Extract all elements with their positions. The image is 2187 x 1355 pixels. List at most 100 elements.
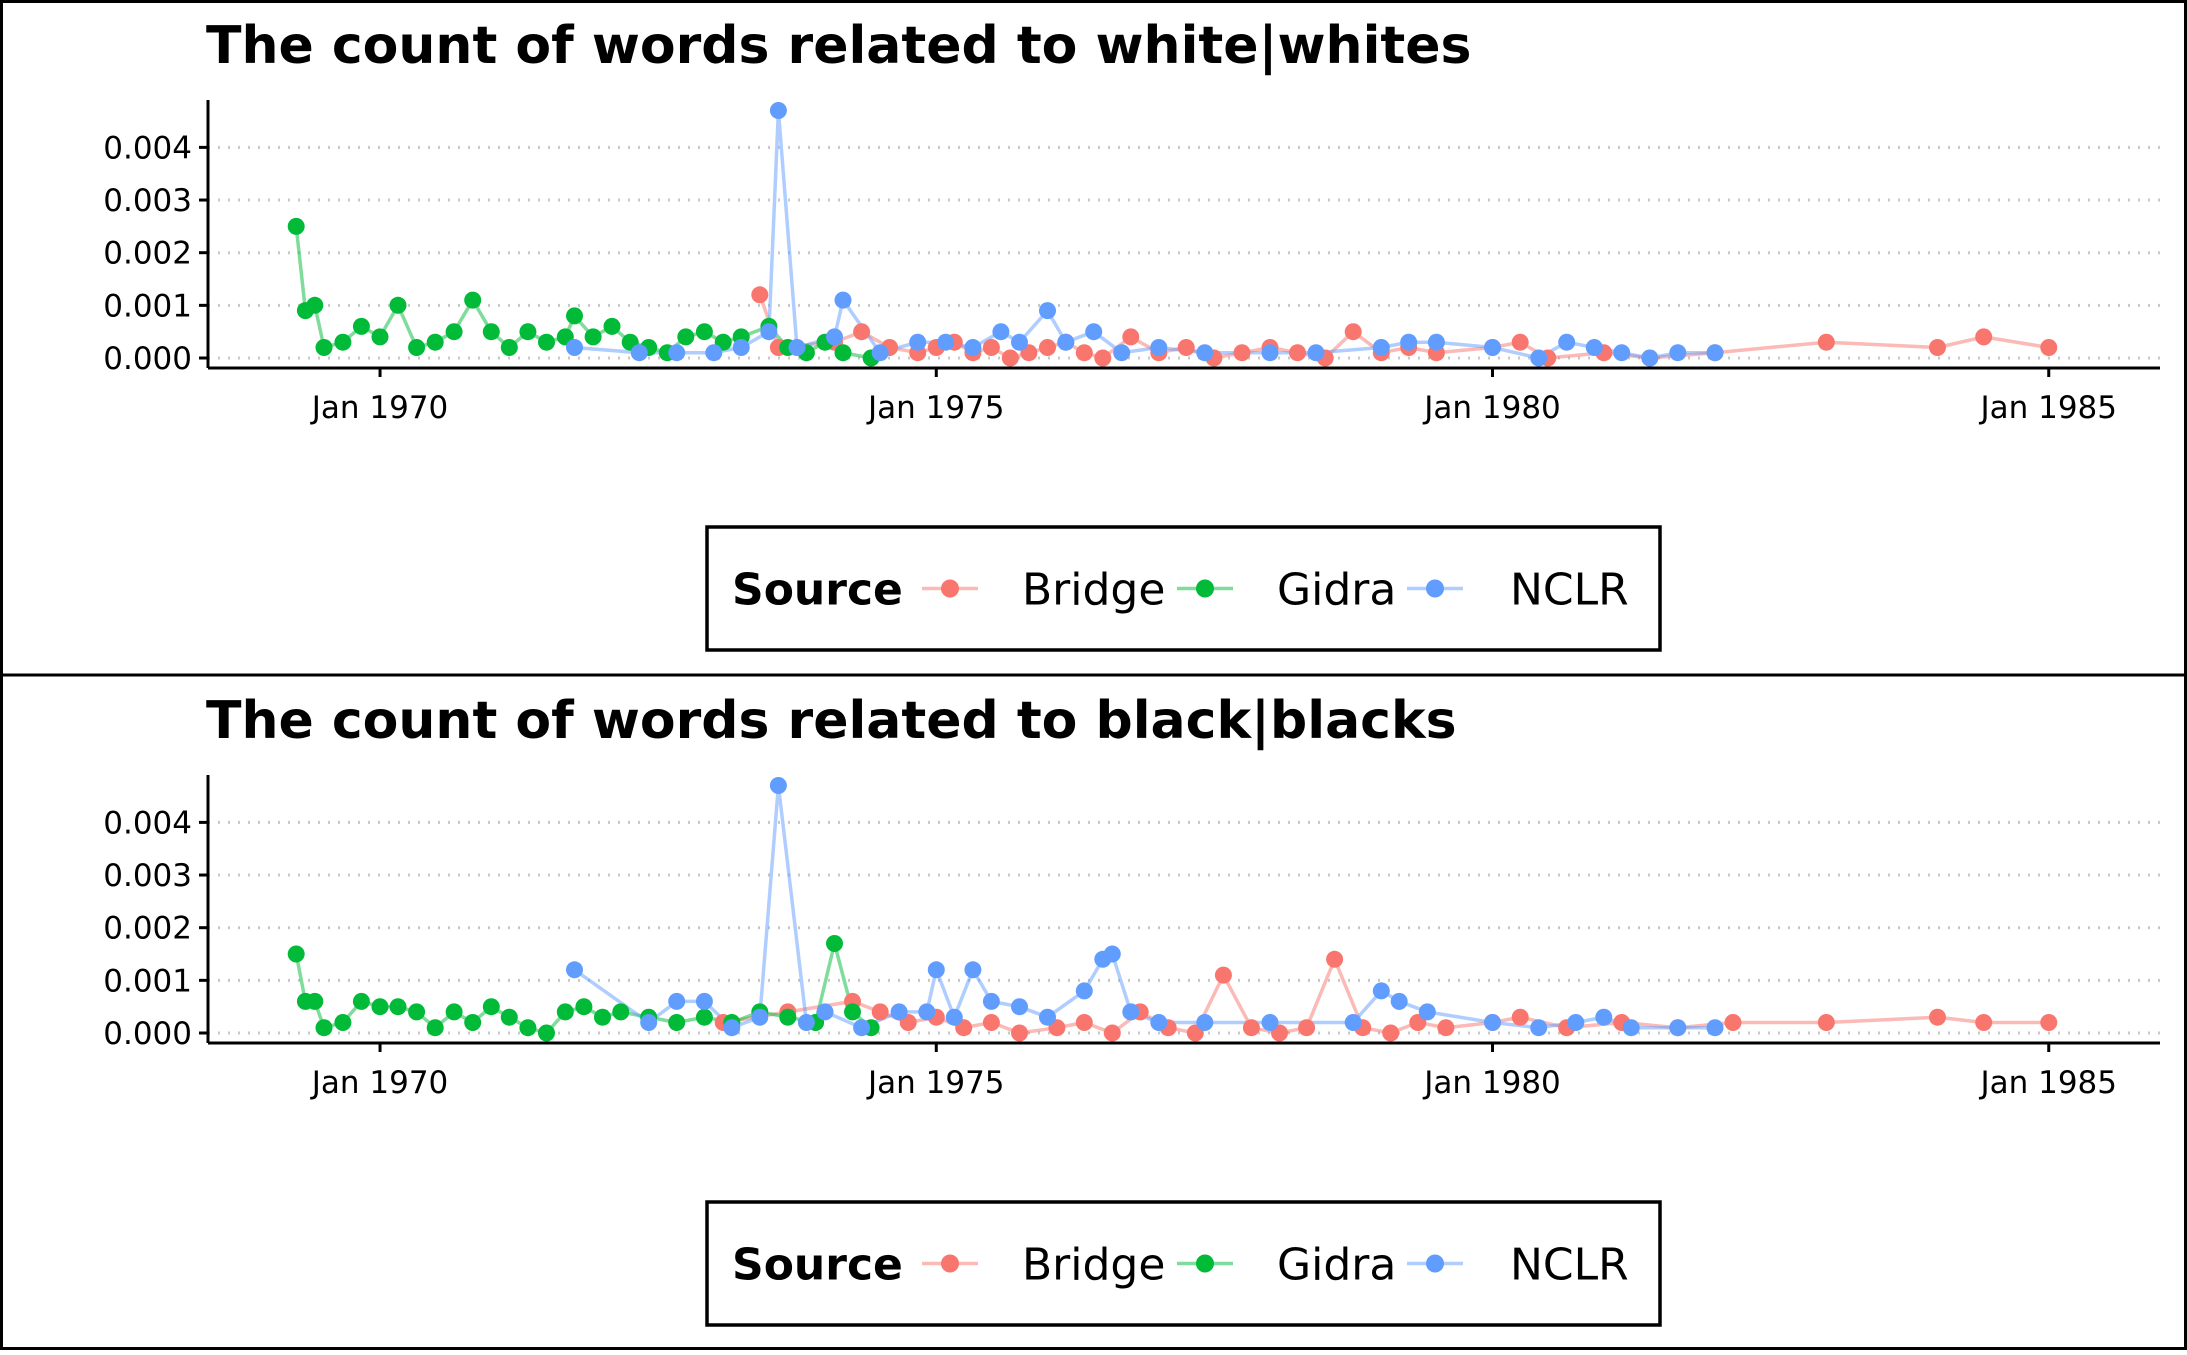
- data-point-gidra: [612, 1003, 630, 1021]
- data-point-bridge: [1326, 950, 1344, 968]
- data-point-nclr: [760, 323, 778, 341]
- data-point-gidra: [371, 328, 389, 346]
- x-tick-label: Jan 1970: [310, 390, 449, 426]
- data-point-nclr: [826, 328, 843, 346]
- data-point-bridge: [1724, 1014, 1742, 1031]
- data-point-gidra: [538, 1024, 555, 1042]
- data-point-gidra: [334, 1014, 352, 1031]
- data-point-bridge: [1177, 339, 1195, 356]
- data-point-nclr: [1669, 1019, 1687, 1037]
- y-tick-label: 0.000: [103, 341, 192, 377]
- x-tick-label: Jan 1985: [1978, 390, 2117, 426]
- data-point-gidra: [315, 339, 333, 356]
- data-point-bridge: [1001, 349, 1019, 367]
- data-point-bridge: [1929, 339, 1946, 356]
- data-point-gidra: [389, 296, 407, 314]
- data-point-gidra: [826, 935, 843, 952]
- data-point-bridge: [1298, 1019, 1316, 1037]
- legend-label-bridge: Bridge: [1022, 565, 1165, 616]
- data-point-gidra: [500, 1008, 518, 1026]
- series-line-nclr: [573, 783, 1715, 1030]
- data-point-nclr: [797, 1014, 815, 1031]
- data-point-nclr: [769, 102, 787, 119]
- data-point-gidra: [287, 945, 305, 963]
- data-point-nclr: [1530, 1019, 1548, 1037]
- legend-title: Source: [732, 1240, 903, 1291]
- legend-label-nclr: NCLR: [1510, 565, 1629, 616]
- data-point-nclr: [1372, 982, 1390, 1000]
- data-point-nclr: [1261, 344, 1279, 362]
- data-point-nclr: [871, 344, 889, 362]
- data-point-gidra: [306, 296, 324, 314]
- x-tick-label: Jan 1970: [310, 1065, 449, 1101]
- data-point-nclr: [918, 1003, 936, 1021]
- data-point-bridge: [1289, 344, 1306, 362]
- data-point-nclr: [1085, 323, 1103, 341]
- data-point-bridge: [1075, 344, 1093, 362]
- data-point-gidra: [426, 333, 444, 351]
- data-point-gidra: [464, 291, 482, 309]
- data-point-gidra: [334, 333, 352, 351]
- data-point-gidra: [538, 333, 555, 351]
- data-point-nclr: [1113, 344, 1131, 362]
- data-point-bridge: [1511, 1008, 1529, 1026]
- data-point-gidra: [500, 339, 518, 356]
- data-point-gidra: [287, 217, 305, 235]
- data-point-bridge: [1094, 349, 1112, 367]
- y-tick-label: 0.002: [103, 911, 192, 947]
- chart-panel-2: The count of words related to black|blac…: [103, 691, 2160, 1327]
- data-point-nclr: [1400, 333, 1418, 351]
- data-point-bridge: [1929, 1008, 1946, 1026]
- data-point-nclr: [566, 339, 583, 356]
- data-point-gidra: [445, 323, 463, 341]
- data-point-bridge: [1103, 1024, 1121, 1042]
- data-point-gidra: [464, 1014, 482, 1031]
- data-point-nclr: [1567, 1014, 1585, 1031]
- legend-key-point-bridge: [941, 1254, 959, 1273]
- data-point-gidra: [556, 1003, 574, 1021]
- legend-key-point-gidra: [1196, 579, 1214, 598]
- data-point-bridge: [2040, 1014, 2058, 1031]
- data-point-bridge: [1122, 328, 1140, 346]
- data-point-bridge: [1511, 333, 1529, 351]
- data-point-nclr: [751, 1008, 769, 1026]
- y-tick-label: 0.003: [103, 858, 192, 894]
- legend-key-point-nclr: [1426, 579, 1444, 598]
- data-point-nclr: [1150, 339, 1168, 356]
- data-point-nclr: [668, 344, 686, 362]
- data-point-nclr: [640, 1014, 658, 1031]
- data-point-nclr: [853, 1019, 871, 1037]
- data-point-nclr: [945, 1008, 963, 1026]
- data-point-gidra: [371, 998, 389, 1016]
- data-point-gidra: [306, 992, 324, 1010]
- data-point-nclr: [668, 992, 686, 1010]
- data-point-gidra: [695, 323, 713, 341]
- y-tick-label: 0.000: [103, 1016, 192, 1052]
- data-point-nclr: [1585, 339, 1603, 356]
- legend-key-point-nclr: [1426, 1254, 1444, 1273]
- data-point-gidra: [566, 307, 583, 325]
- data-point-nclr: [1075, 982, 1093, 1000]
- data-point-gidra: [389, 998, 407, 1016]
- y-tick-label: 0.001: [103, 288, 192, 324]
- data-point-bridge: [1011, 1024, 1028, 1042]
- data-point-gidra: [844, 1003, 861, 1021]
- data-point-bridge: [1975, 328, 1993, 346]
- data-point-nclr: [1103, 945, 1121, 963]
- data-point-bridge: [1233, 344, 1251, 362]
- y-tick-label: 0.004: [103, 805, 192, 841]
- legend-title: Source: [732, 565, 903, 616]
- data-point-nclr: [1622, 1019, 1640, 1037]
- data-point-gidra: [482, 998, 500, 1016]
- chart-title: The count of words related to white|whit…: [206, 16, 1471, 76]
- legend: Source Bridge Gidra NCLR: [705, 525, 1662, 652]
- legend-label-gidra: Gidra: [1277, 565, 1396, 616]
- data-point-gidra: [603, 317, 621, 335]
- data-point-nclr: [1706, 344, 1724, 362]
- data-point-gidra: [315, 1019, 333, 1037]
- data-point-nclr: [909, 333, 927, 351]
- data-point-bridge: [2040, 339, 2058, 356]
- y-tick-label: 0.001: [103, 963, 192, 999]
- data-point-nclr: [1706, 1019, 1724, 1037]
